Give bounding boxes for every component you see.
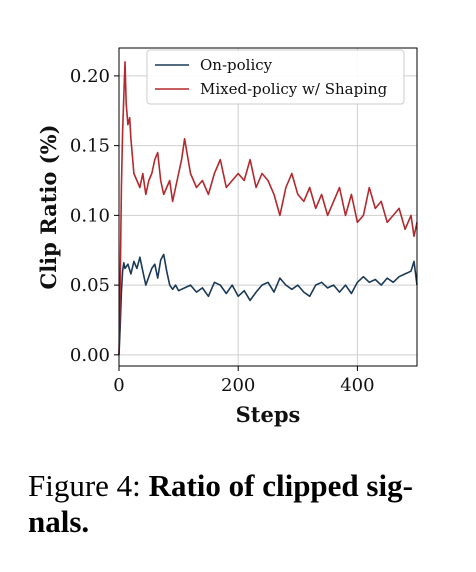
series-line-mixed-policy [118, 61, 418, 355]
plot-frame [118, 47, 418, 367]
legend-box [146, 49, 405, 105]
series-lines [118, 61, 418, 355]
chart-container: 0 200 400 0.00 0.05 0.10 0.15 0.20 Steps Clip R… [36, 47, 418, 427]
legend-label: Mixed-policy w/ Shaping [200, 80, 388, 98]
y-tick-label: 0.20 [70, 66, 110, 87]
legend: On-policy Mixed-policy w/ Shaping [146, 49, 405, 105]
y-tick-label: 0.10 [70, 205, 110, 226]
x-tick-label: 400 [340, 375, 374, 396]
y-tick-label: 0.05 [70, 275, 110, 296]
x-axis-title: Steps [236, 402, 301, 427]
series-line-on-policy [118, 253, 418, 355]
x-tick-label: 200 [221, 375, 255, 396]
figure-label: Figure 4: [28, 468, 141, 503]
x-tick-label: 0 [113, 375, 124, 396]
y-tick-label: 0.15 [70, 136, 110, 157]
axis-ticks: 0 200 400 0.00 0.05 0.10 0.15 0.20 [70, 66, 375, 396]
legend-label: On-policy [200, 56, 273, 74]
y-tick-label: 0.00 [70, 345, 110, 366]
caption-text: Ratio of clipped sig-nals. [28, 468, 413, 539]
figure-caption: Figure 4: Ratio of clipped sig-nals. [28, 468, 448, 540]
y-axis-title: Clip Ratio (%) [36, 124, 61, 289]
line-chart: 0 200 400 0.00 0.05 0.10 0.15 0.20 Steps Clip R… [36, 47, 418, 427]
